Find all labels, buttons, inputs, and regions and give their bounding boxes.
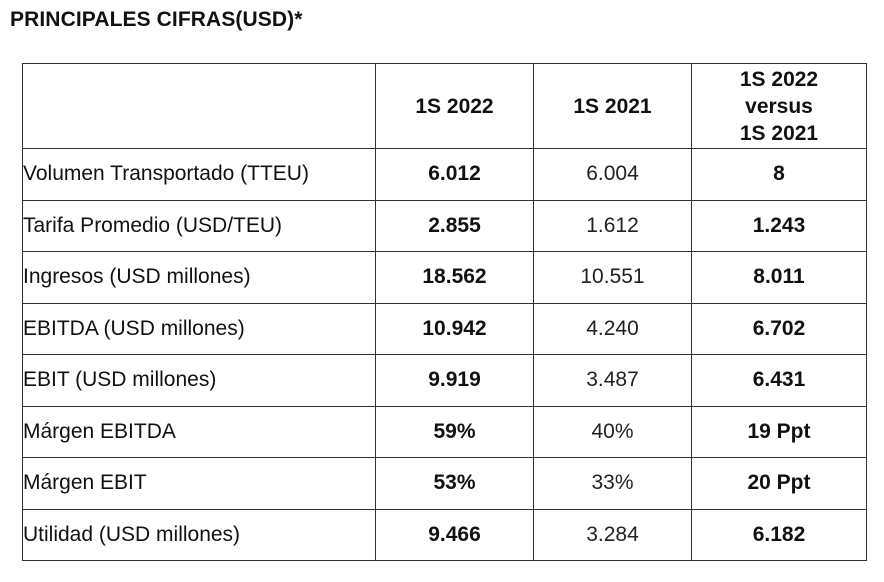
page-title: PRINCIPALES CIFRAS(USD)* — [10, 8, 303, 31]
value-1s-2021: 3.487 — [533, 354, 692, 407]
table-row: EBITDA (USD millones) 10.942 4.240 6.702 — [22, 302, 867, 355]
value-1s-2021: 33% — [533, 457, 692, 510]
row-label: Utilidad (USD millones) — [22, 508, 376, 561]
table-row: Márgen EBITDA 59% 40% 19 Ppt — [22, 405, 867, 458]
header-label-cell — [22, 63, 376, 149]
value-difference: 8.011 — [691, 251, 867, 304]
row-label: Márgen EBIT — [22, 457, 376, 510]
value-1s-2022: 6.012 — [375, 148, 534, 201]
row-label: Ingresos (USD millones) — [22, 251, 376, 304]
value-1s-2021: 10.551 — [533, 251, 692, 304]
header-comparison-line-1: 1S 2022 — [739, 67, 819, 91]
value-difference: 19 Ppt — [691, 405, 867, 458]
table-row: Ingresos (USD millones) 18.562 10.551 8.… — [22, 251, 867, 304]
value-difference: 6.182 — [691, 508, 867, 561]
value-1s-2021: 3.284 — [533, 508, 692, 561]
table-row: EBIT (USD millones) 9.919 3.487 6.431 — [22, 354, 867, 407]
row-label: Márgen EBITDA — [22, 405, 376, 458]
row-label: EBIT (USD millones) — [22, 354, 376, 407]
row-label: Volumen Transportado (TTEU) — [22, 148, 376, 201]
header-comparison-line-2: versus — [745, 94, 813, 118]
header-comparison: 1S 2022 versus 1S 2021 — [691, 63, 867, 149]
value-1s-2021: 40% — [533, 405, 692, 458]
header-comparison-line-3: 1S 2021 — [739, 121, 819, 145]
row-label: EBITDA (USD millones) — [22, 302, 376, 355]
value-1s-2021: 1.612 — [533, 199, 692, 252]
table-row: Márgen EBIT 53% 33% 20 Ppt — [22, 457, 867, 510]
header-1s-2021: 1S 2021 — [533, 63, 692, 149]
value-1s-2021: 6.004 — [533, 148, 692, 201]
value-difference: 8 — [691, 148, 867, 201]
header-1s-2022: 1S 2022 — [375, 63, 534, 149]
table-row: Volumen Transportado (TTEU) 6.012 6.004 … — [22, 148, 867, 201]
table-row: Tarifa Promedio (USD/TEU) 2.855 1.612 1.… — [22, 199, 867, 252]
value-1s-2022: 59% — [375, 405, 534, 458]
row-label: Tarifa Promedio (USD/TEU) — [22, 199, 376, 252]
table-row: Utilidad (USD millones) 9.466 3.284 6.18… — [22, 508, 867, 561]
key-figures-table: 1S 2022 1S 2021 1S 2022 versus 1S 2021 V… — [22, 63, 867, 561]
value-1s-2022: 9.466 — [375, 508, 534, 561]
value-difference: 6.431 — [691, 354, 867, 407]
value-1s-2022: 2.855 — [375, 199, 534, 252]
value-difference: 20 Ppt — [691, 457, 867, 510]
value-1s-2022: 18.562 — [375, 251, 534, 304]
table-header-row: 1S 2022 1S 2021 1S 2022 versus 1S 2021 — [22, 63, 867, 149]
value-1s-2022: 53% — [375, 457, 534, 510]
value-1s-2022: 9.919 — [375, 354, 534, 407]
value-1s-2021: 4.240 — [533, 302, 692, 355]
value-1s-2022: 10.942 — [375, 302, 534, 355]
value-difference: 6.702 — [691, 302, 867, 355]
value-difference: 1.243 — [691, 199, 867, 252]
